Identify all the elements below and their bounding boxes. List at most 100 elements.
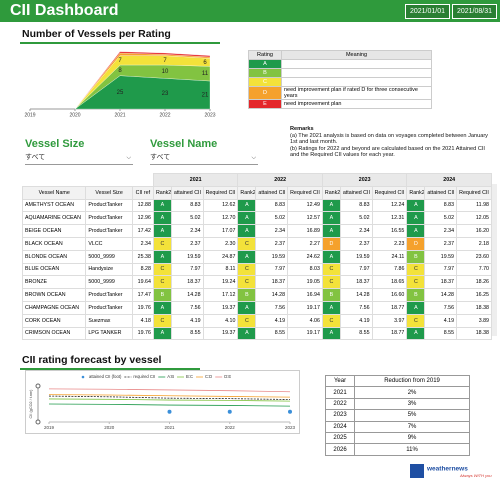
rank-cell: B <box>237 288 257 302</box>
reduction-cell: 3% <box>354 397 470 411</box>
x-tick-label: 2019 <box>24 112 35 118</box>
text-cell: AMETHYST OCEAN <box>21 198 87 213</box>
vessel-row[interactable]: AMETHYST OCEAN ProductTanker 12.88 A 8.83 12.… <box>21 198 492 213</box>
vessel-row[interactable]: BEIGE OCEAN ProductTanker 17.42 A 2.34 17.07 A… <box>21 224 492 238</box>
rank-cell: C <box>406 313 426 328</box>
remarks: Remarks (a) The 2021 analysis is based on… <box>290 126 495 159</box>
number-cell: 7.86 <box>371 262 408 277</box>
rank-cell: B <box>152 288 172 302</box>
number-cell: 5.02 <box>255 211 289 226</box>
number-cell: 4.19 <box>424 313 458 328</box>
reduction-cell: 7% <box>354 420 470 433</box>
rank-cell: C <box>321 275 341 290</box>
rank-cell: A <box>406 326 426 341</box>
rank-cell: D <box>406 236 426 251</box>
meaning-cell <box>281 59 432 69</box>
vessel-row[interactable]: BLONDE OCEAN 5000_9999 25.38 A 19.59 24.87 A 19… <box>21 249 492 264</box>
rating-cell: E <box>248 99 282 109</box>
text-cell: BLUE OCEAN <box>21 262 87 277</box>
text-cell: ProductTanker <box>85 211 133 226</box>
number-cell: 12.31 <box>371 211 408 226</box>
rank-cell: A <box>321 224 341 238</box>
column-header[interactable]: attained CII <box>424 185 458 200</box>
scrollbar[interactable] <box>492 184 497 336</box>
text-cell: Suezmax <box>85 313 133 328</box>
column-header[interactable]: attained CII <box>255 185 289 200</box>
column-header[interactable]: Vessel Size <box>85 185 133 200</box>
number-cell: 19.37 <box>202 326 239 341</box>
number-cell: 2.34 <box>339 224 373 238</box>
reduction-row: 2025 9% <box>324 431 470 445</box>
rank-cell: A <box>406 300 426 315</box>
text-cell: VLCC <box>85 236 133 251</box>
number-cell: 2.34 <box>424 224 458 238</box>
text-cell: BLONDE OCEAN <box>21 249 87 264</box>
slider-handle[interactable] <box>35 383 41 389</box>
rank-cell: C <box>321 313 341 328</box>
date-from[interactable]: 2021/01/01 <box>405 4 450 19</box>
column-header: Year <box>324 374 356 388</box>
filter-label: Vessel Size <box>25 138 85 150</box>
year-header: 2022 <box>237 173 323 187</box>
reduction-cell: 2% <box>354 386 470 399</box>
number-cell: 4.19 <box>339 313 373 328</box>
column-header[interactable]: Required CII <box>456 185 492 200</box>
number-cell: 19.59 <box>170 249 204 264</box>
slider-handle[interactable] <box>35 419 41 425</box>
series-line <box>48 398 291 402</box>
series-line <box>48 395 291 400</box>
number-cell: 2.37 <box>424 236 458 251</box>
x-tick-label: 2022 <box>225 425 236 430</box>
section-rule <box>20 368 200 370</box>
number-cell: 17.12 <box>202 288 239 302</box>
text-cell: ProductTanker <box>85 198 133 213</box>
vessel-row[interactable]: CORK OCEAN Suezmax 4.18 C 4.19 4.10 C 4.19 4.06 C… <box>21 313 492 328</box>
column-header[interactable]: CII ref <box>131 185 154 200</box>
vessel-row[interactable]: BRONZE 5000_9999 19.64 C 18.37 19.24 C 18.37 19.… <box>21 275 492 290</box>
number-cell: 18.77 <box>371 300 408 315</box>
rank-cell: A <box>237 249 257 264</box>
column-header[interactable]: Vessel Name <box>21 185 87 200</box>
column-header[interactable]: Required CII <box>202 185 239 200</box>
meaning-cell: need improvement plan <box>281 99 432 109</box>
number-cell: 3.89 <box>456 313 492 328</box>
column-header[interactable]: Rank24 <box>406 185 426 200</box>
number-cell: 12.24 <box>371 198 408 213</box>
data-label: 7 <box>163 58 167 64</box>
meaning-cell: need improvement plan if rated D for thr… <box>281 86 432 100</box>
area-band <box>74 51 211 110</box>
column-header[interactable]: attained CII <box>339 185 373 200</box>
vessel-row[interactable]: BROWN OCEAN ProductTanker 17.47 B 14.28 17.12… <box>21 288 492 302</box>
column-header[interactable]: Rank22 <box>237 185 257 200</box>
vessel-row[interactable]: BLACK OCEAN VLCC 2.34 C 2.37 2.30 C 2.37 2.27 D 2.… <box>21 236 492 251</box>
number-cell: 18.38 <box>456 300 492 315</box>
vessel-row[interactable]: BLUE OCEAN Handysize 8.28 C 7.97 8.11 C 7.97 8.0… <box>21 262 492 277</box>
column-header[interactable]: Rank23 <box>321 185 341 200</box>
legend-swatch <box>81 375 85 379</box>
number-cell: 12.96 <box>131 211 154 226</box>
rank-cell: A <box>237 224 257 238</box>
vessel-row[interactable]: CHAMPAGNE OCEAN ProductTanker 19.76 A 7.56 19… <box>21 300 492 315</box>
vessel-row[interactable]: AQUAMARINE OCEAN ProductTanker 12.96 A 5.02 1… <box>21 211 492 226</box>
rating-cell: C <box>248 77 282 87</box>
number-cell: 7.97 <box>424 262 458 277</box>
number-cell: 2.37 <box>170 236 204 251</box>
column-header[interactable]: Required CII <box>287 185 323 200</box>
column-header[interactable]: Rank21 <box>152 185 172 200</box>
dropdown[interactable]: すべて ⌵ <box>25 152 133 165</box>
text-cell: BLACK OCEAN <box>21 236 87 251</box>
number-cell: 19.76 <box>131 300 154 315</box>
rank-cell: A <box>406 224 426 238</box>
column-header[interactable]: Required CII <box>371 185 408 200</box>
date-to[interactable]: 2021/08/31 <box>452 4 497 19</box>
number-cell: 5.02 <box>170 211 204 226</box>
column-header[interactable]: attained CII <box>170 185 204 200</box>
rank-cell: C <box>406 275 426 290</box>
reduction-table: Year Reduction from 2019 2021 2% 2022 3% 2023 5… <box>324 374 470 456</box>
rating-cell: D <box>248 86 282 100</box>
dropdown[interactable]: すべて ⌵ <box>150 152 258 165</box>
vessel-row[interactable]: CRIMSON OCEAN LPG TANKER 19.76 A 8.55 19.37 A 8… <box>21 326 492 341</box>
text-cell: ProductTanker <box>85 224 133 238</box>
year-header: 2021 <box>152 173 239 187</box>
number-cell: 16.94 <box>287 288 323 302</box>
